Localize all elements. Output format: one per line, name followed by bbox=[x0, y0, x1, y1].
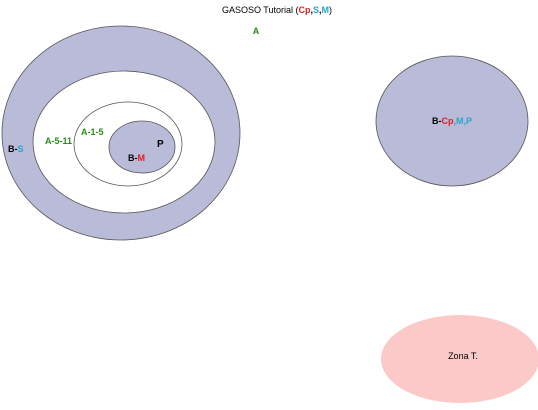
label-a-1-5: A-1-5 bbox=[81, 127, 104, 137]
label-b-cp-m-p-part2: M,P bbox=[456, 116, 472, 126]
label-b-s: B-S bbox=[8, 144, 24, 154]
region-zona-t bbox=[381, 315, 538, 403]
label-b-s-prefix: B- bbox=[8, 144, 18, 154]
label-b-s-suffix: S bbox=[18, 144, 24, 154]
label-b-cp-m-p-prefix: B- bbox=[432, 116, 442, 126]
title-prefix: GASOSO Tutorial ( bbox=[222, 5, 299, 15]
title-suffix: ) bbox=[329, 5, 332, 15]
title-part-m: M bbox=[322, 5, 330, 15]
label-b-cp-m-p: B-Cp,M,P bbox=[432, 116, 472, 126]
label-b-cp-m-p-sep: , bbox=[453, 116, 456, 126]
label-b-cp-m-p-part1: Cp bbox=[441, 116, 453, 126]
label-b-m-prefix: B- bbox=[128, 153, 138, 163]
label-b-m: B-M bbox=[128, 153, 145, 163]
label-p: P bbox=[157, 139, 164, 150]
title-sep-1: , bbox=[310, 5, 313, 15]
title-part-cp: Cp bbox=[298, 5, 310, 15]
label-zona-t: Zona T. bbox=[448, 351, 478, 361]
title-part-s: S bbox=[313, 5, 319, 15]
label-b-m-suffix: M bbox=[138, 153, 146, 163]
region-b-cp-m-p bbox=[375, 55, 529, 187]
diagram-title: GASOSO Tutorial (Cp,S,M) bbox=[222, 5, 332, 15]
label-a-5-11: A-5-11 bbox=[45, 136, 72, 146]
label-a: A bbox=[253, 26, 260, 36]
title-sep-2: , bbox=[319, 5, 322, 15]
region-b-m bbox=[108, 120, 176, 174]
